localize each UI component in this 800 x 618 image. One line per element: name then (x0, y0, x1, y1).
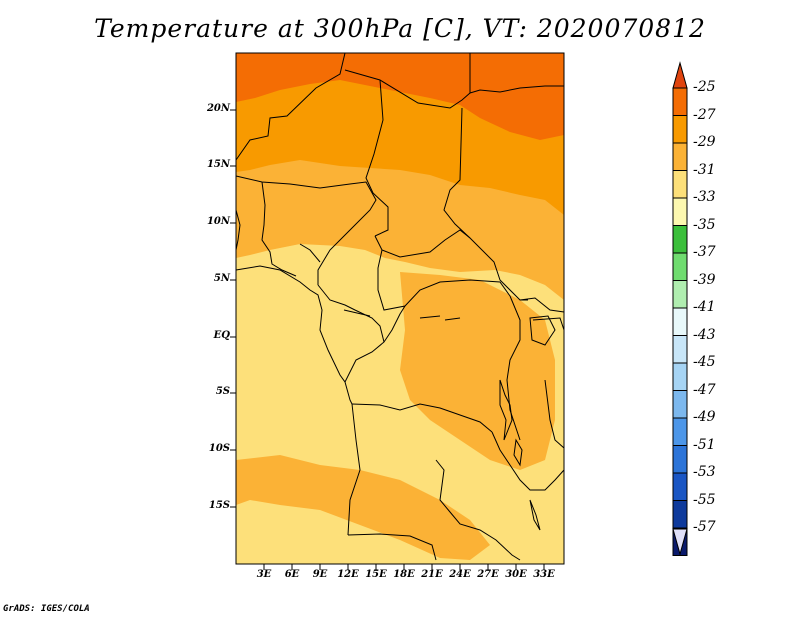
colorbar-cell (672, 280, 688, 309)
lat-label-5s: 5S (215, 386, 230, 397)
lon-label-30e: 30E (505, 569, 527, 580)
lat-label-20n: 20N (206, 103, 230, 114)
colorbar-cell (672, 142, 688, 171)
colorbar-cell (672, 170, 688, 199)
colorbar-cell (672, 197, 688, 226)
colorbar-cell (672, 307, 688, 336)
lon-label-12e: 12E (337, 569, 359, 580)
colorbar-cell (672, 472, 688, 501)
colorbar-label: -53 (693, 464, 716, 480)
colorbar-cell (672, 252, 688, 281)
field-band-29-31-south (236, 455, 490, 560)
field-band-25-27 (236, 53, 564, 140)
lon-label-15e: 15E (365, 569, 387, 580)
colorbar-label: -31 (693, 161, 716, 178)
colorbar-cell (672, 390, 688, 419)
colorbar-label: -45 (693, 354, 716, 370)
lon-label-18e: 18E (393, 569, 415, 580)
colorbar-cell (672, 362, 688, 391)
colorbar-label: -47 (693, 381, 716, 398)
lon-label-6e: 6E (284, 569, 300, 580)
colorbar-top-arrow (672, 61, 688, 89)
colorbar-label: -49 (693, 409, 716, 425)
colorbar-label: -27 (693, 106, 716, 123)
lon-label-21e: 21E (421, 569, 443, 580)
colorbar-label: -55 (693, 491, 716, 508)
lat-label-10n: 10N (206, 216, 230, 227)
lon-label-27e: 27E (477, 569, 499, 580)
colorbar-label: -35 (693, 216, 716, 233)
coastline (235, 209, 353, 405)
lat-label-15n: 15N (206, 159, 230, 170)
colorbar-label: -57 (693, 519, 716, 535)
map-frame (235, 52, 565, 565)
lat-label-eq: EQ (213, 330, 230, 341)
lat-label-15s: 15S (208, 500, 230, 511)
colorbar-cell (672, 225, 688, 254)
colorbar-label: -39 (693, 271, 716, 288)
country-borders (235, 52, 565, 561)
colorbar-cell (672, 335, 688, 364)
lon-label-33e: 33E (533, 569, 555, 580)
colorbar-label: -25 (693, 79, 716, 95)
lon-label-3e: 3E (256, 569, 272, 580)
colorbar-cell (672, 417, 688, 446)
colorbar-bottom-arrow (672, 528, 688, 556)
axis-ticks (230, 109, 545, 570)
colorbar-label: -43 (693, 326, 716, 343)
credit-text: GrADS: IGES/COLA (3, 604, 90, 614)
colorbar-label: -33 (693, 189, 716, 205)
colorbar (672, 61, 688, 556)
lat-label-5n: 5N (213, 273, 230, 284)
lat-label-10s: 10S (208, 443, 230, 454)
lakes (419, 315, 556, 531)
colorbar-label: -41 (693, 299, 716, 315)
field-band-29-31-central (400, 272, 555, 470)
colorbar-label: -29 (693, 134, 716, 150)
colorbar-cell (672, 500, 688, 529)
lon-label-24e: 24E (449, 569, 471, 580)
colorbar-label: -37 (693, 244, 716, 260)
colorbar-label: -51 (693, 436, 716, 453)
colorbar-cell (672, 87, 688, 116)
lon-label-9e: 9E (312, 569, 328, 580)
colorbar-cell (672, 445, 688, 474)
map-title: Temperature at 300hPa [C], VT: 202007081… (94, 14, 706, 43)
colorbar-cell (672, 115, 688, 144)
